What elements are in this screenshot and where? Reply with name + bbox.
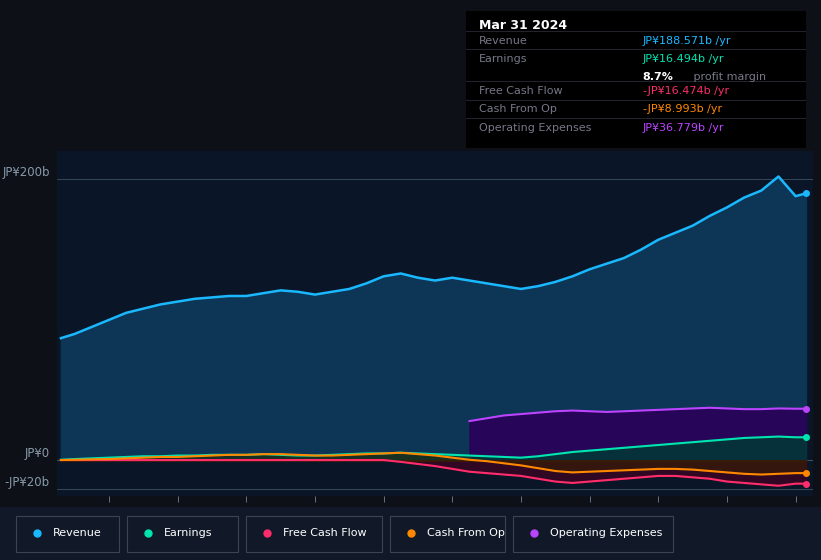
Text: Cash From Op: Cash From Op (479, 105, 557, 114)
Text: JP¥188.571b /yr: JP¥188.571b /yr (643, 36, 732, 46)
Text: profit margin: profit margin (690, 72, 767, 82)
Text: -JP¥20b: -JP¥20b (5, 475, 50, 488)
Text: Earnings: Earnings (164, 529, 213, 538)
Text: 8.7%: 8.7% (643, 72, 673, 82)
Text: Mar 31 2024: Mar 31 2024 (479, 18, 567, 32)
Text: -JP¥8.993b /yr: -JP¥8.993b /yr (643, 105, 722, 114)
Text: JP¥0: JP¥0 (25, 447, 50, 460)
Text: JP¥200b: JP¥200b (2, 166, 50, 179)
Text: Free Cash Flow: Free Cash Flow (479, 86, 562, 96)
Text: Revenue: Revenue (479, 36, 528, 46)
Text: Cash From Op: Cash From Op (427, 529, 505, 538)
Text: Earnings: Earnings (479, 54, 528, 64)
Text: JP¥36.779b /yr: JP¥36.779b /yr (643, 123, 724, 133)
Text: Operating Expenses: Operating Expenses (479, 123, 591, 133)
Text: Revenue: Revenue (53, 529, 102, 538)
Text: Free Cash Flow: Free Cash Flow (283, 529, 367, 538)
Text: -JP¥16.474b /yr: -JP¥16.474b /yr (643, 86, 729, 96)
Text: Operating Expenses: Operating Expenses (550, 529, 663, 538)
Text: JP¥16.494b /yr: JP¥16.494b /yr (643, 54, 724, 64)
